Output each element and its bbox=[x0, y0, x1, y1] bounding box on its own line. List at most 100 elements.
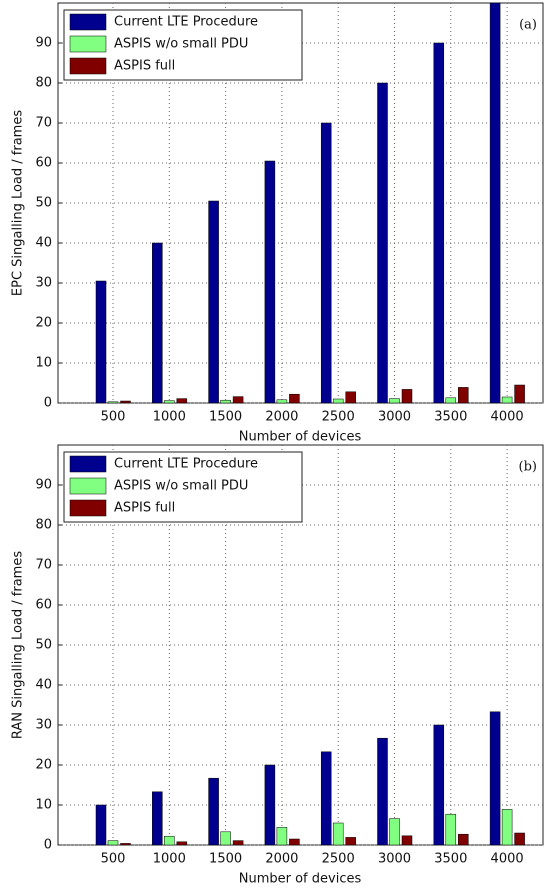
bar bbox=[164, 835, 175, 846]
bar bbox=[458, 833, 469, 846]
y-tick-label: 0 bbox=[44, 396, 52, 411]
y-tick-label: 90 bbox=[35, 36, 52, 51]
bar bbox=[152, 791, 163, 846]
x-tick-label: 500 bbox=[101, 852, 126, 867]
legend-swatch bbox=[69, 13, 107, 31]
legend-label: ASPIS w/o small PDU bbox=[114, 479, 248, 494]
y-axis-label: EPC Singalling Load / frames bbox=[11, 110, 26, 296]
x-tick-label: 3000 bbox=[378, 410, 411, 425]
bar bbox=[152, 242, 163, 404]
bar bbox=[501, 396, 513, 404]
legend-swatch bbox=[69, 477, 107, 495]
legend-label: ASPIS w/o small PDU bbox=[114, 37, 248, 52]
bar bbox=[208, 200, 219, 404]
x-axis-label: Number of devices bbox=[239, 430, 362, 445]
y-tick-label: 30 bbox=[35, 276, 52, 291]
y-axis-label: RAN Singalling Load / frames bbox=[11, 551, 26, 739]
x-tick-label: 2500 bbox=[322, 852, 355, 867]
bar bbox=[264, 160, 276, 404]
x-tick-label: 4000 bbox=[491, 410, 524, 425]
x-tick-label: 3500 bbox=[434, 852, 467, 867]
y-tick-label: 20 bbox=[35, 316, 52, 331]
y-tick-label: 50 bbox=[35, 638, 52, 653]
bar bbox=[264, 764, 276, 846]
bar bbox=[489, 711, 501, 846]
x-tick-label: 2000 bbox=[265, 410, 298, 425]
bar bbox=[95, 804, 107, 846]
bar bbox=[514, 832, 525, 846]
x-tick-label: 500 bbox=[101, 410, 126, 425]
y-tick-label: 10 bbox=[35, 798, 52, 813]
x-tick-label: 1500 bbox=[209, 852, 242, 867]
legend-swatch bbox=[69, 455, 107, 473]
x-tick-label: 3500 bbox=[434, 410, 467, 425]
bar bbox=[345, 837, 356, 846]
y-tick-label: 50 bbox=[35, 196, 52, 211]
bar bbox=[389, 398, 400, 404]
x-tick-label: 3000 bbox=[378, 852, 411, 867]
y-tick-label: 30 bbox=[35, 718, 52, 733]
y-tick-label: 80 bbox=[35, 518, 52, 533]
annotation: (b) bbox=[519, 460, 537, 475]
bar bbox=[489, 2, 501, 404]
y-tick-label: 10 bbox=[35, 356, 52, 371]
legend-label: Current LTE Procedure bbox=[114, 457, 258, 472]
legend-label: ASPIS full bbox=[114, 59, 175, 74]
x-axis-label: Number of devices bbox=[239, 872, 362, 887]
bar bbox=[208, 777, 219, 846]
y-tick-label: 40 bbox=[35, 236, 52, 251]
bar bbox=[164, 400, 175, 404]
x-tick-label: 1000 bbox=[153, 852, 186, 867]
bar bbox=[120, 400, 131, 404]
y-tick-label: 90 bbox=[35, 478, 52, 493]
bar bbox=[232, 396, 244, 404]
bar bbox=[232, 840, 244, 846]
bar bbox=[401, 835, 413, 846]
x-tick-label: 2000 bbox=[265, 852, 298, 867]
y-tick-label: 60 bbox=[35, 156, 52, 171]
y-tick-label: 70 bbox=[35, 116, 52, 131]
bar bbox=[433, 42, 445, 404]
bar bbox=[401, 389, 413, 404]
bar bbox=[320, 751, 332, 846]
bar bbox=[501, 809, 513, 846]
bar bbox=[458, 387, 469, 404]
bar bbox=[289, 393, 300, 404]
bar bbox=[95, 280, 107, 404]
x-tick-label: 4000 bbox=[491, 852, 524, 867]
bar bbox=[377, 737, 388, 846]
y-tick-label: 60 bbox=[35, 598, 52, 613]
bar bbox=[107, 840, 119, 846]
bar bbox=[176, 841, 188, 846]
y-tick-label: 0 bbox=[44, 838, 52, 853]
bar bbox=[514, 384, 525, 404]
y-tick-label: 80 bbox=[35, 76, 52, 91]
bar bbox=[220, 399, 231, 404]
x-tick-label: 1500 bbox=[209, 410, 242, 425]
bar bbox=[445, 813, 457, 846]
bar bbox=[289, 838, 300, 846]
bar bbox=[120, 843, 131, 846]
bar bbox=[276, 399, 288, 404]
legend-label: Current LTE Procedure bbox=[114, 15, 258, 30]
x-tick-label: 1000 bbox=[153, 410, 186, 425]
bar bbox=[332, 822, 344, 846]
bar bbox=[176, 398, 188, 404]
bar bbox=[445, 397, 457, 404]
bar bbox=[332, 398, 344, 404]
bar bbox=[220, 831, 231, 846]
bar bbox=[107, 401, 119, 404]
legend-swatch bbox=[69, 57, 107, 75]
legend-swatch bbox=[69, 499, 107, 517]
y-tick-label: 40 bbox=[35, 678, 52, 693]
bar bbox=[345, 391, 356, 404]
bar bbox=[320, 122, 332, 404]
annotation: (a) bbox=[519, 18, 537, 33]
bar bbox=[276, 827, 288, 846]
bar bbox=[433, 724, 445, 846]
y-tick-label: 20 bbox=[35, 758, 52, 773]
bar bbox=[377, 82, 388, 404]
y-tick-label: 70 bbox=[35, 558, 52, 573]
x-tick-label: 2500 bbox=[322, 410, 355, 425]
